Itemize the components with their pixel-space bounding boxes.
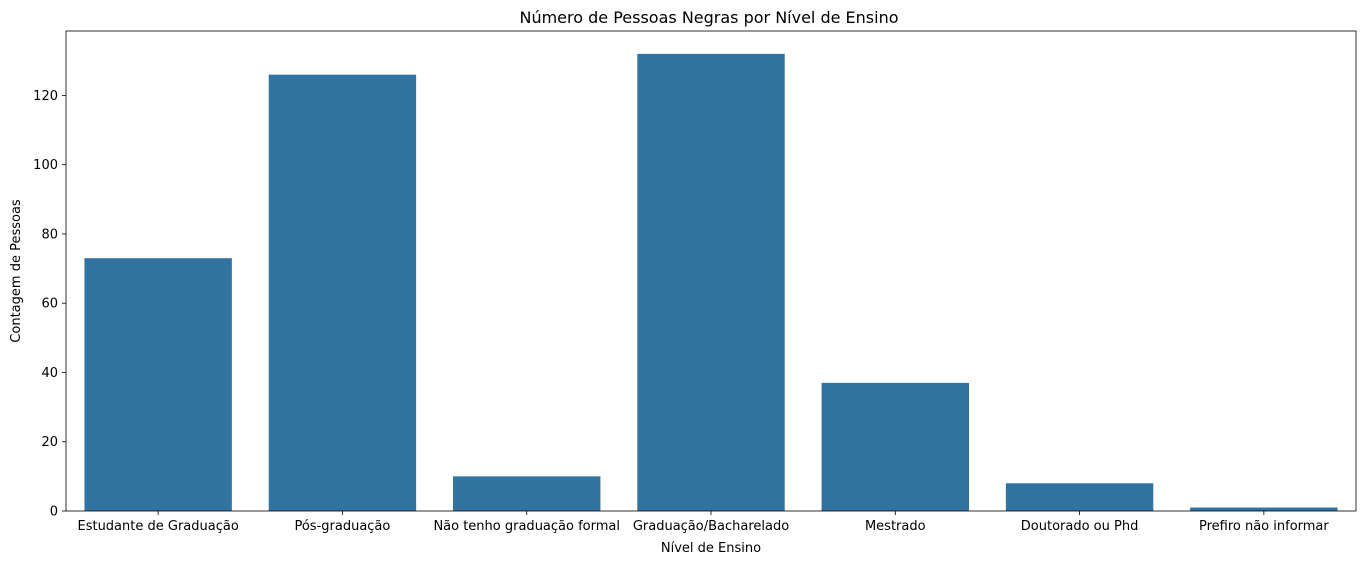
bar — [1005, 483, 1154, 511]
bar — [268, 74, 417, 511]
x-tick-label: Doutorado ou Phd — [1021, 519, 1139, 534]
x-ticks-group: Estudante de Graduação Pós-graduação Não t… — [77, 511, 1329, 534]
x-tick-label: Não tenho graduação formal — [433, 519, 620, 534]
bar — [84, 258, 232, 511]
y-tick-label: 100 — [33, 158, 58, 173]
x-tick-label: Pós-graduação — [294, 519, 390, 534]
y-tick-label: 40 — [41, 366, 58, 381]
y-tick-label: 120 — [33, 89, 58, 104]
plot-frame — [65, 30, 1357, 512]
y-tick-label: 60 — [41, 297, 58, 312]
bars-group — [84, 53, 1338, 512]
y-tick-label: 80 — [41, 227, 58, 242]
bar — [821, 382, 969, 511]
x-tick-label: Mestrado — [865, 519, 926, 534]
x-axis-label: Nível de Ensino — [661, 541, 761, 556]
x-tick-label: Graduação/Bacharelado — [633, 519, 789, 534]
y-tick-label: 0 — [50, 505, 58, 520]
y-tick-label: 20 — [41, 435, 58, 450]
x-tick-label: Prefiro não informar — [1199, 519, 1329, 534]
bar — [453, 476, 601, 511]
bar — [1190, 507, 1338, 511]
y-ticks-group: 0 20 40 60 80 100 120 — [33, 89, 66, 520]
y-axis-label: Contagem de Pessoas — [9, 199, 24, 343]
x-tick-label: Estudante de Graduação — [77, 519, 238, 534]
bar — [637, 53, 785, 512]
chart-title: Número de Pessoas Negras por Nível de En… — [519, 8, 898, 27]
